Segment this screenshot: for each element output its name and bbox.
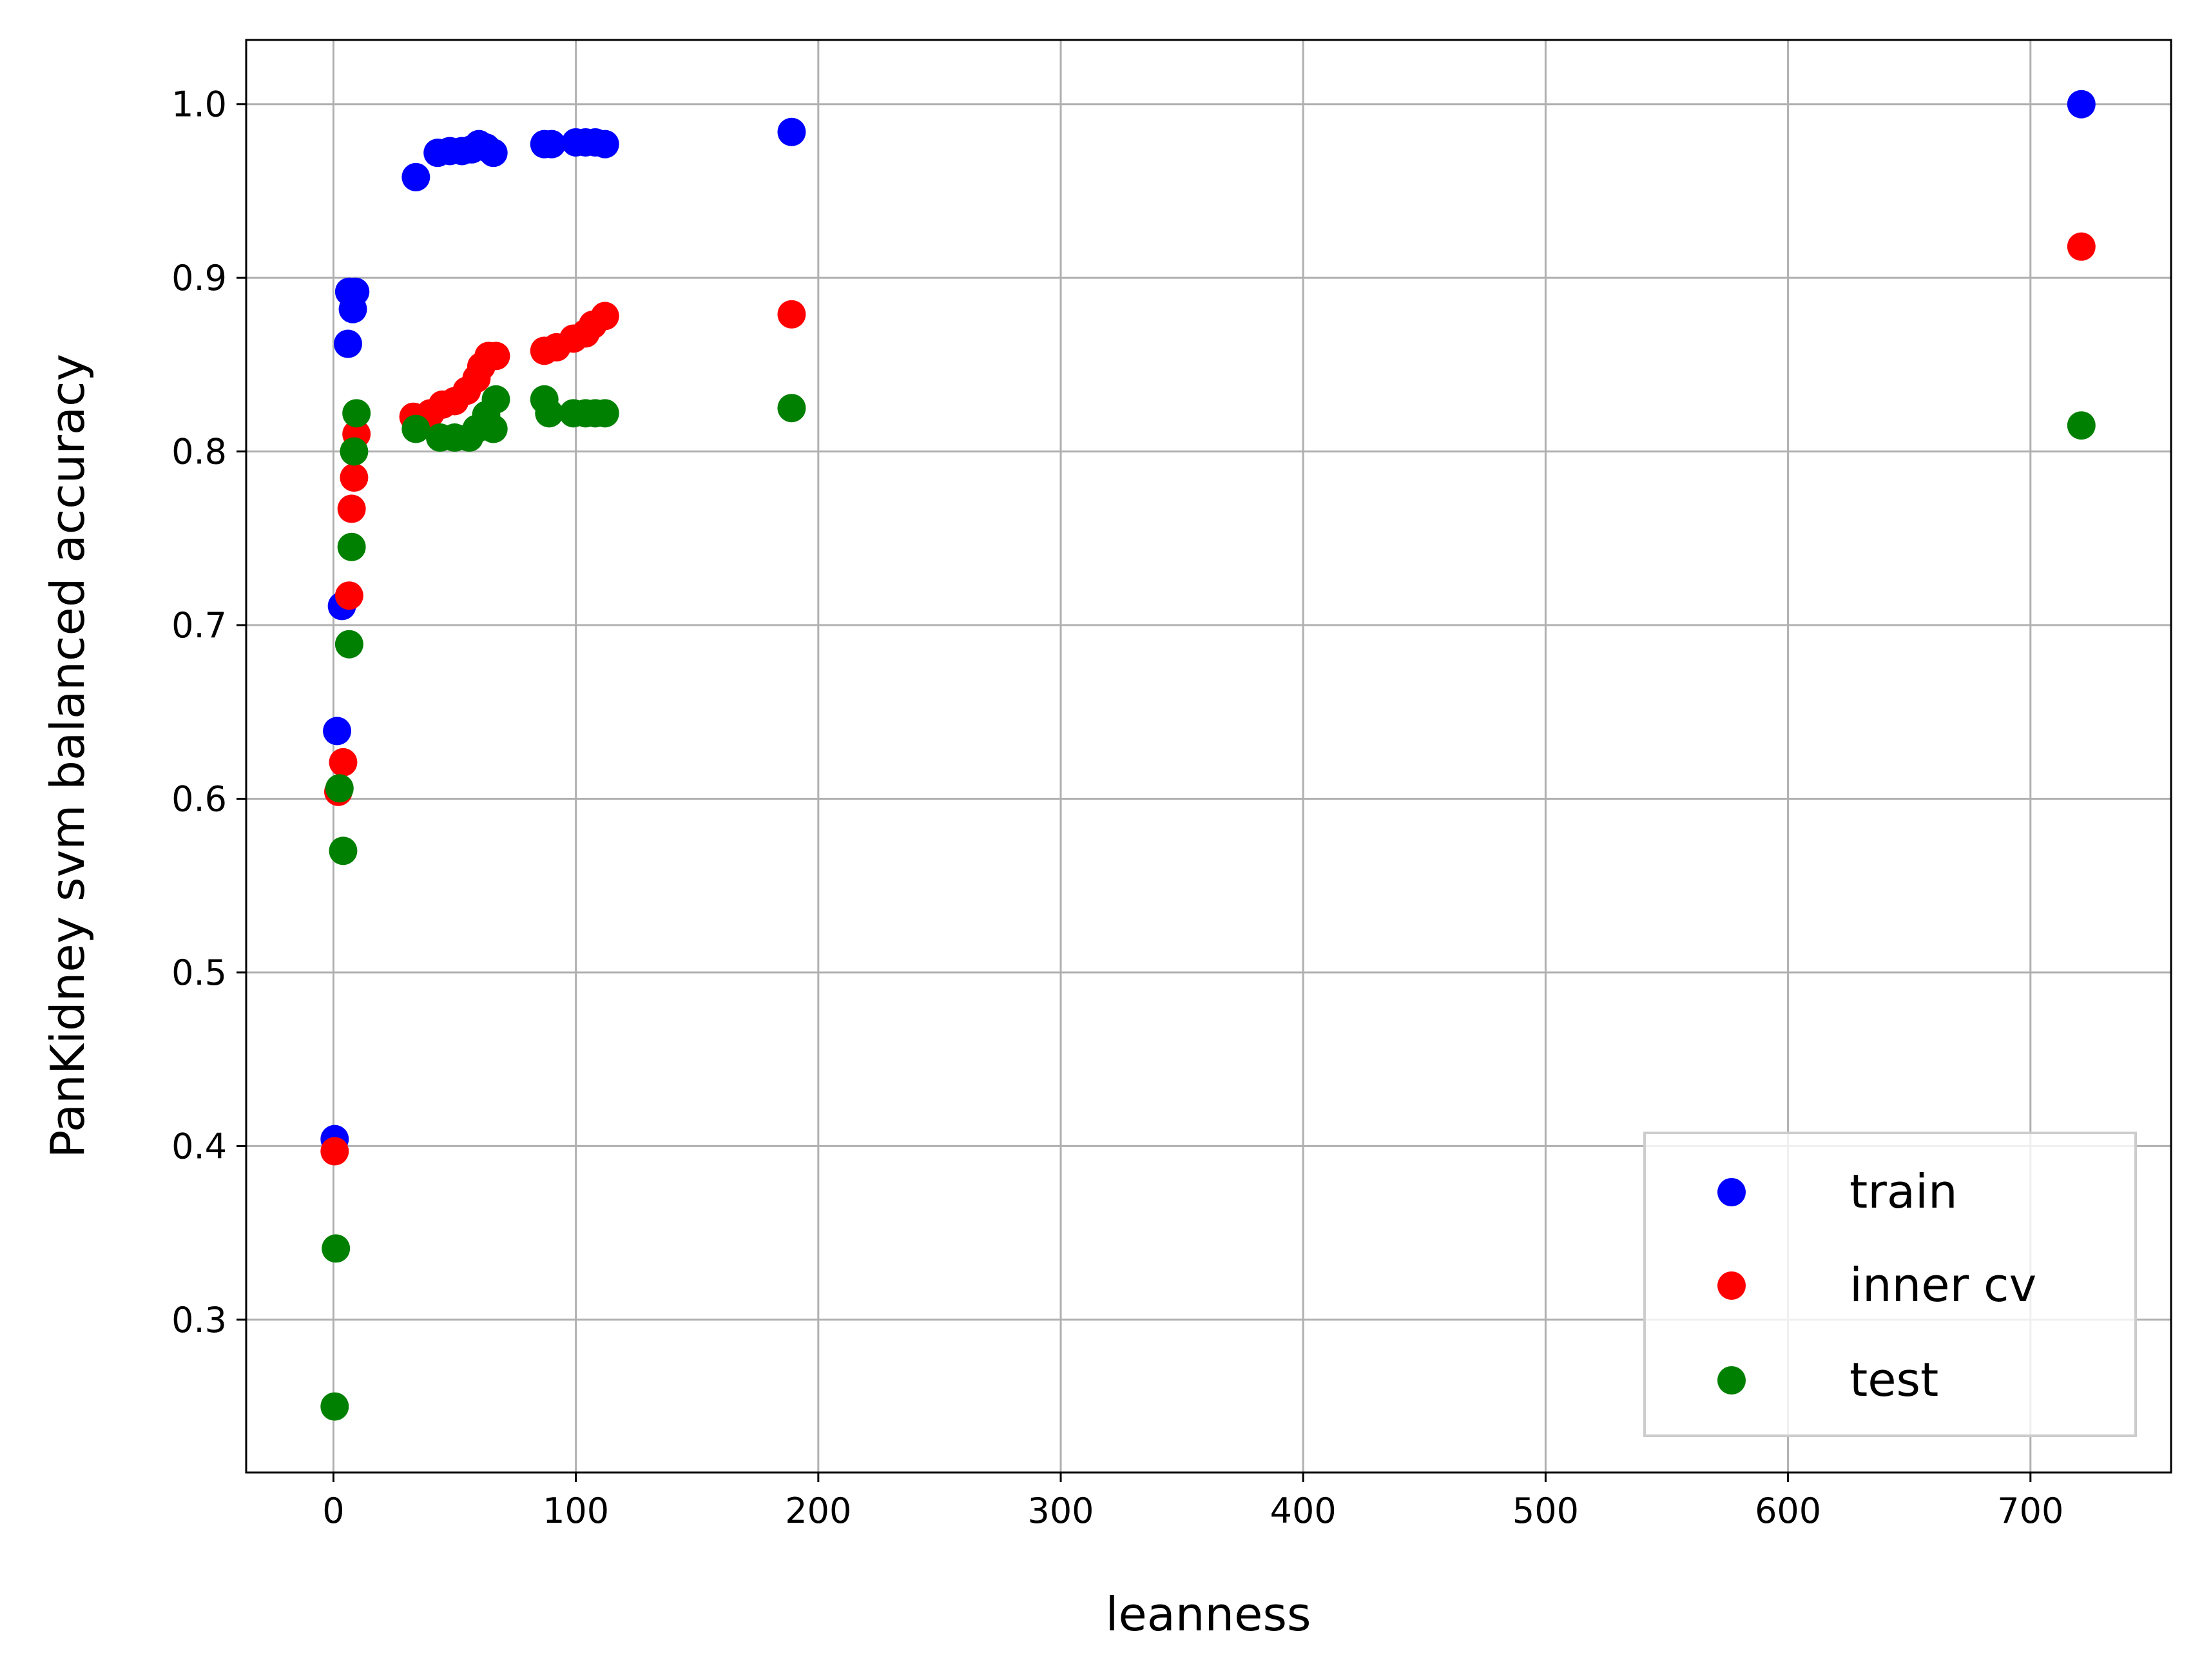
legend-label-test: test [1849, 1353, 1938, 1407]
point-test [334, 630, 363, 659]
x-tick-label: 700 [1997, 1491, 2063, 1531]
point-inner-cv [320, 1137, 349, 1166]
y-axis-label: PanKidney svm balanced accuracy [41, 354, 95, 1158]
x-tick-label: 600 [1755, 1491, 1821, 1531]
x-tick-label: 500 [1512, 1491, 1579, 1531]
point-inner-cv [2067, 232, 2096, 261]
point-test [342, 399, 371, 428]
point-test [481, 385, 510, 414]
point-test [590, 399, 619, 428]
y-tick-label: 0.9 [171, 258, 227, 298]
x-tick-label: 0 [322, 1491, 344, 1531]
x-tick-label: 400 [1270, 1491, 1337, 1531]
point-inner-cv [334, 581, 363, 610]
point-test [777, 394, 806, 423]
point-train [479, 139, 508, 168]
point-inner-cv [340, 463, 369, 492]
point-train [777, 117, 806, 146]
x-axis-label: leanness [1105, 1587, 1311, 1641]
point-test [479, 414, 508, 443]
point-inner-cv [337, 494, 366, 523]
point-train [334, 329, 363, 358]
point-train [590, 130, 619, 159]
y-tick-label: 0.3 [171, 1300, 227, 1340]
point-test [337, 532, 366, 561]
point-test [329, 836, 358, 865]
point-train [401, 162, 430, 191]
point-test [401, 414, 430, 443]
y-tick-label: 0.5 [171, 952, 227, 993]
point-train [323, 717, 352, 746]
axis-ticks: 0 100 200 300 400 500 600 700 0.3 0.4 0.5 0.6 0.7 0.8… [171, 84, 2063, 1531]
point-train [2067, 90, 2096, 119]
x-tick-label: 200 [785, 1491, 851, 1531]
point-test [325, 774, 354, 803]
y-tick-label: 0.4 [171, 1126, 227, 1166]
y-tick-label: 0.7 [171, 605, 227, 646]
plot-frame [245, 39, 2172, 1474]
y-tick-label: 0.6 [171, 779, 227, 820]
legend: train inner cv test [1643, 1132, 2137, 1437]
legend-label-train: train [1849, 1164, 1958, 1219]
x-tick-label: 100 [543, 1491, 609, 1531]
legend-marker-inner-cv [1717, 1271, 1746, 1300]
point-inner-cv [481, 342, 510, 371]
point-test [535, 399, 564, 428]
point-test [320, 1392, 349, 1421]
point-train [537, 130, 566, 159]
x-tick-label: 300 [1027, 1491, 1094, 1531]
legend-marker-test [1717, 1366, 1746, 1395]
point-inner-cv [590, 302, 619, 331]
point-test [2067, 411, 2096, 440]
point-test [322, 1234, 351, 1263]
data-points [320, 90, 2096, 1421]
point-inner-cv [777, 300, 806, 329]
legend-label-inner-cv: inner cv [1849, 1258, 2036, 1312]
point-inner-cv [329, 748, 358, 777]
point-train [341, 277, 370, 306]
legend-marker-train [1717, 1178, 1746, 1206]
y-tick-label: 1.0 [171, 84, 227, 125]
point-test [340, 437, 369, 466]
y-tick-label: 0.8 [171, 432, 227, 472]
